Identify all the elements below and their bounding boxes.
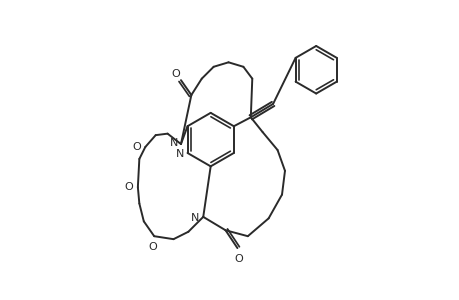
Text: N: N xyxy=(175,149,184,160)
Text: O: O xyxy=(132,142,140,152)
Text: O: O xyxy=(171,69,179,79)
Text: O: O xyxy=(148,242,157,252)
Text: N: N xyxy=(169,138,178,148)
Text: O: O xyxy=(234,254,243,264)
Text: N: N xyxy=(191,213,199,224)
Text: O: O xyxy=(124,182,133,192)
